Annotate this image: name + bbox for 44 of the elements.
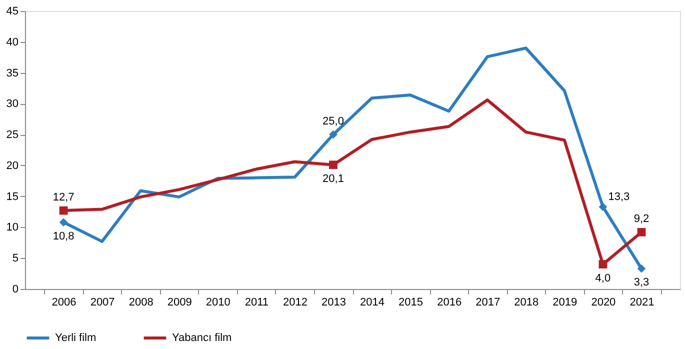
data-label: 10,8: [52, 230, 74, 242]
point: [329, 130, 338, 139]
x-tick-label: 2009: [167, 296, 192, 308]
y-tick-label: 35: [6, 67, 18, 80]
data-label: 3,3: [634, 276, 650, 289]
data-label: 20,1: [322, 172, 344, 185]
x-tick-label: 2021: [630, 296, 654, 308]
y-tick-label: 15: [6, 190, 18, 203]
x-tick-label: 2018: [514, 296, 539, 308]
y-tick-label: 20: [6, 160, 18, 172]
y-tick-label: 5: [12, 252, 18, 265]
y-tick-label: 40: [6, 36, 18, 48]
x-tick-label: 2014: [360, 296, 385, 308]
y-tick-label: 25: [6, 129, 18, 142]
y-tick-label: 0: [12, 284, 18, 296]
point: [598, 260, 608, 268]
point: [637, 228, 646, 236]
x-tick-label: 2019: [552, 296, 578, 308]
data-label: 9,2: [634, 213, 650, 226]
x-tick-label: 2013: [321, 296, 346, 308]
point: [329, 160, 338, 170]
data-label: 4,0: [595, 272, 611, 284]
x-tick-label: 2015: [398, 296, 424, 308]
x-tick-label: 2007: [90, 296, 115, 308]
x-tick-label: 2017: [476, 296, 500, 308]
x-tick-label: 2006: [52, 296, 76, 308]
y-tick-label: 30: [6, 98, 18, 110]
legend-label: Yabancı film: [172, 332, 232, 344]
legend-label: Yerli film: [55, 332, 96, 344]
data-label: 25,0: [322, 116, 344, 128]
x-tick-label: 2016: [437, 296, 462, 308]
x-tick-label: 2011: [244, 296, 269, 308]
y-tick-label: 10: [6, 222, 18, 234]
x-tick-label: 2012: [282, 296, 308, 308]
point: [598, 202, 608, 212]
data-label: 13,3: [608, 190, 630, 203]
data-label: 12,7: [52, 192, 74, 204]
x-tick-label: 2008: [128, 296, 154, 308]
x-tick-label: 2020: [591, 296, 616, 308]
point: [59, 218, 68, 226]
point: [59, 206, 68, 215]
y-tick-label: 45: [6, 6, 18, 18]
point: [637, 264, 646, 273]
x-tick-label: 2010: [206, 296, 230, 308]
